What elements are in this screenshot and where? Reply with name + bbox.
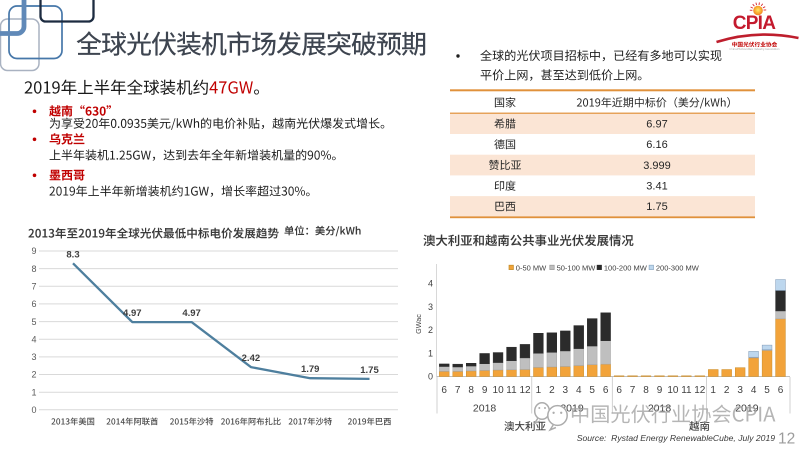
svg-text:5: 5: [764, 385, 770, 396]
svg-text:4: 4: [751, 385, 757, 396]
svg-text:3: 3: [31, 352, 36, 362]
svg-text:6: 6: [31, 299, 36, 309]
svg-text:6.97: 6.97: [646, 118, 667, 130]
svg-text:7: 7: [31, 281, 36, 291]
svg-text:7: 7: [630, 385, 636, 396]
svg-text:1.79: 1.79: [301, 364, 320, 375]
svg-text:2: 2: [31, 370, 36, 380]
svg-text:2: 2: [549, 385, 555, 396]
svg-text:12: 12: [694, 385, 706, 396]
svg-text:6.16: 6.16: [646, 139, 667, 151]
svg-text:100-200 MW: 100-200 MW: [604, 264, 648, 273]
svg-text:6: 6: [616, 385, 622, 396]
svg-text:12: 12: [778, 431, 795, 448]
svg-text:8.3: 8.3: [66, 249, 79, 260]
svg-text:9: 9: [31, 246, 36, 256]
svg-text:10: 10: [667, 385, 679, 396]
svg-text:8: 8: [468, 385, 474, 396]
svg-text:1.75: 1.75: [646, 201, 667, 213]
svg-text:12: 12: [519, 385, 531, 396]
svg-text:5: 5: [31, 317, 36, 327]
svg-text:9: 9: [657, 385, 663, 396]
svg-text:2: 2: [724, 385, 730, 396]
svg-text:11: 11: [506, 385, 517, 396]
svg-text:9: 9: [482, 385, 488, 396]
svg-text:50-100 MW: 50-100 MW: [557, 264, 597, 273]
svg-text:CPIA: CPIA: [733, 13, 777, 34]
svg-text:2.42: 2.42: [242, 353, 261, 364]
svg-text:Source: Rystad Energy Renewab: Source: Rystad Energy RenewableCube, Jul…: [577, 433, 775, 443]
svg-text:1.75: 1.75: [360, 365, 379, 376]
svg-text:4.97: 4.97: [182, 308, 201, 319]
svg-text:3.41: 3.41: [646, 180, 667, 192]
svg-text:1: 1: [428, 348, 433, 358]
svg-text:1: 1: [536, 385, 542, 396]
svg-text:8: 8: [643, 385, 649, 396]
svg-text:10: 10: [493, 385, 505, 396]
svg-text:0: 0: [31, 405, 36, 415]
svg-text:6: 6: [441, 385, 447, 396]
svg-text:5: 5: [589, 385, 595, 396]
svg-text:3: 3: [563, 385, 569, 396]
svg-text:4.97: 4.97: [123, 308, 142, 319]
svg-text:1: 1: [710, 385, 716, 396]
svg-text:4: 4: [31, 334, 36, 344]
svg-text:200-300 MW: 200-300 MW: [656, 264, 700, 273]
svg-text:6: 6: [603, 385, 609, 396]
svg-text:0-50 MW: 0-50 MW: [516, 264, 547, 273]
svg-text:1: 1: [31, 387, 36, 397]
svg-text:2: 2: [428, 325, 433, 335]
svg-text:3: 3: [737, 385, 743, 396]
svg-text:2018: 2018: [473, 403, 497, 415]
svg-text:8: 8: [31, 264, 36, 274]
svg-text:GWac: GWac: [414, 314, 423, 334]
svg-text:4: 4: [576, 385, 582, 396]
svg-text:11: 11: [681, 385, 692, 396]
svg-text:4: 4: [428, 279, 433, 289]
svg-text:3.999: 3.999: [643, 160, 671, 172]
svg-text:3: 3: [428, 302, 433, 312]
svg-text:6: 6: [778, 385, 784, 396]
svg-text:0: 0: [428, 372, 433, 382]
svg-text:7: 7: [455, 385, 461, 396]
